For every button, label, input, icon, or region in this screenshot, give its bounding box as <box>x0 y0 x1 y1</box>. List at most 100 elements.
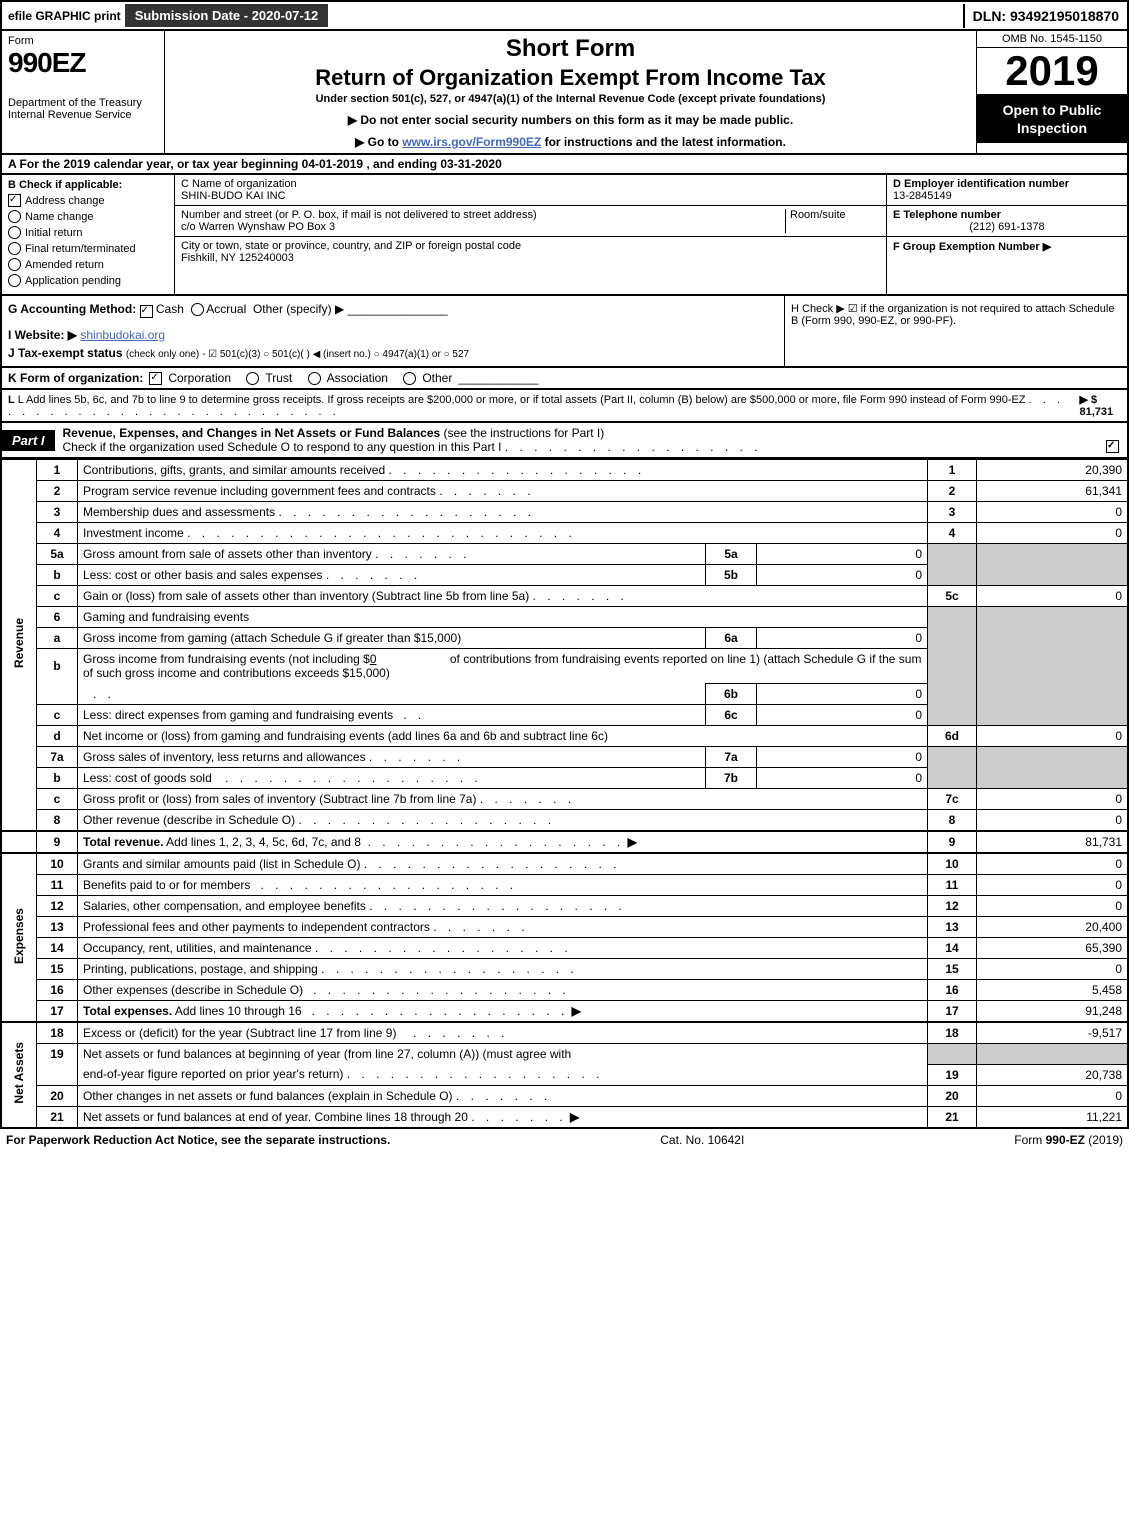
grey-cell <box>977 544 1129 586</box>
total-val: 81,731 <box>977 831 1129 853</box>
total-val: 0 <box>977 726 1129 747</box>
line-desc: Other revenue (describe in Schedule O) .… <box>78 810 928 832</box>
line-4: 4 Investment income . . . . . . . . . . … <box>1 523 1128 544</box>
header-left: Form 990EZ Department of the Treasury In… <box>2 31 165 153</box>
line-desc: Total revenue. Add lines 1, 2, 3, 4, 5c,… <box>78 831 928 853</box>
corporation-checkbox-icon[interactable] <box>149 372 162 385</box>
line-desc: Contributions, gifts, grants, and simila… <box>78 460 928 481</box>
submission-date-button[interactable]: Submission Date - 2020-07-12 <box>125 4 329 27</box>
line-desc: Net income or (loss) from gaming and fun… <box>78 726 928 747</box>
total-val: 20,390 <box>977 460 1129 481</box>
accrual-radio-icon[interactable] <box>191 303 204 316</box>
line-desc: Excess or (deficit) for the year (Subtra… <box>78 1022 928 1044</box>
section-k-row: K Form of organization: Corporation Trus… <box>0 368 1129 390</box>
line-desc: Total expenses. Add lines 10 through 16 … <box>78 1001 928 1023</box>
total-num: 11 <box>928 875 977 896</box>
total-num: 8 <box>928 810 977 832</box>
short-form-title: Short Form <box>173 35 968 63</box>
section-b-label: B Check if applicable: <box>8 179 168 191</box>
sub-val: 0 <box>757 544 928 565</box>
line-12: 12 Salaries, other compensation, and emp… <box>1 896 1128 917</box>
line-7a: 7a Gross sales of inventory, less return… <box>1 747 1128 768</box>
goto-instruction: ▶ Go to www.irs.gov/Form990EZ for instru… <box>173 135 968 149</box>
line-8: 8 Other revenue (describe in Schedule O)… <box>1 810 1128 832</box>
sub-num: 6a <box>706 628 757 649</box>
check-label: Final return/terminated <box>25 243 136 255</box>
city-label: City or town, state or province, country… <box>181 240 880 252</box>
line-6: 6 Gaming and fundraising events <box>1 607 1128 628</box>
total-val: 0 <box>977 875 1129 896</box>
efile-print-label[interactable]: efile GRAPHIC print <box>8 9 121 23</box>
check-address-change[interactable]: Address change <box>8 194 168 207</box>
sub-num: 7a <box>706 747 757 768</box>
line-17: 17 Total expenses. Add lines 10 through … <box>1 1001 1128 1023</box>
radio-icon <box>8 242 21 255</box>
tax-exempt-row: J Tax-exempt status (check only one) - ☑… <box>8 346 778 360</box>
line-desc: Net assets or fund balances at end of ye… <box>78 1106 928 1128</box>
netassets-rotated-label: Net Assets <box>1 1022 37 1128</box>
trust-radio-icon[interactable] <box>246 372 259 385</box>
line-num: a <box>37 628 78 649</box>
line-9: 9 Total revenue. Add lines 1, 2, 3, 4, 5… <box>1 831 1128 853</box>
topbar-left: efile GRAPHIC print Submission Date - 20… <box>2 2 334 29</box>
lines-table: Revenue 1 Contributions, gifts, grants, … <box>0 459 1129 1129</box>
line-1: Revenue 1 Contributions, gifts, grants, … <box>1 460 1128 481</box>
total-num: 5c <box>928 586 977 607</box>
line-desc: Membership dues and assessments . . . . … <box>78 502 928 523</box>
total-num: 21 <box>928 1106 977 1128</box>
line-num: 20 <box>37 1085 78 1106</box>
section-l-text: L Add lines 5b, 6c, and 7b to line 9 to … <box>18 394 1026 406</box>
website-link[interactable]: shinbudokai.org <box>80 328 165 342</box>
line-19: end-of-year figure reported on prior yea… <box>1 1064 1128 1085</box>
fundraising-amount: 0 <box>370 652 377 666</box>
check-final-return[interactable]: Final return/terminated <box>8 242 168 255</box>
room-suite-label: Room/suite <box>785 209 880 233</box>
total-val: 0 <box>977 853 1129 875</box>
header-center: Short Form Return of Organization Exempt… <box>165 31 976 153</box>
line-21: 21 Net assets or fund balances at end of… <box>1 1106 1128 1128</box>
line-desc: Less: cost or other basis and sales expe… <box>78 565 706 586</box>
total-num: 13 <box>928 917 977 938</box>
sub-val: 0 <box>757 565 928 586</box>
ein-value: 13-2845149 <box>893 190 1121 202</box>
section-c-org: C Name of organization SHIN-BUDO KAI INC… <box>175 175 886 294</box>
check-application-pending[interactable]: Application pending <box>8 274 168 287</box>
corporation-label: Corporation <box>168 371 231 385</box>
sub-val: 0 <box>757 768 928 789</box>
check-name-change[interactable]: Name change <box>8 210 168 223</box>
check-label: Amended return <box>25 259 104 271</box>
line-desc: Program service revenue including govern… <box>78 481 928 502</box>
grey-cell <box>928 544 977 586</box>
total-val: 0 <box>977 502 1129 523</box>
section-g-i-j: G Accounting Method: Cash Accrual Other … <box>2 296 784 366</box>
line-desc: Gross profit or (loss) from sales of inv… <box>78 789 928 810</box>
page-footer: For Paperwork Reduction Act Notice, see … <box>0 1129 1129 1151</box>
total-num: 1 <box>928 460 977 481</box>
website-row: I Website: ▶ shinbudokai.org <box>8 328 778 342</box>
other-label: Other <box>422 371 452 385</box>
total-num: 6d <box>928 726 977 747</box>
sub-val: 0 <box>757 628 928 649</box>
trust-label: Trust <box>265 371 292 385</box>
other-radio-icon[interactable] <box>403 372 416 385</box>
total-num: 20 <box>928 1085 977 1106</box>
check-label: Initial return <box>25 227 82 239</box>
association-radio-icon[interactable] <box>308 372 321 385</box>
check-amended-return[interactable]: Amended return <box>8 258 168 271</box>
address-row: Number and street (or P. O. box, if mail… <box>175 206 886 237</box>
line-num: 17 <box>37 1001 78 1023</box>
line-num: 18 <box>37 1022 78 1044</box>
schedule-b-text: H Check ▶ ☑ if the organization is not r… <box>791 303 1114 327</box>
line-num: 13 <box>37 917 78 938</box>
sub-num: 6c <box>706 705 757 726</box>
irs-link[interactable]: www.irs.gov/Form990EZ <box>402 135 541 149</box>
line-desc: Salaries, other compensation, and employ… <box>78 896 928 917</box>
total-num: 2 <box>928 481 977 502</box>
address-label: Number and street (or P. O. box, if mail… <box>181 209 785 221</box>
total-num: 10 <box>928 853 977 875</box>
schedule-o-checkbox-icon[interactable] <box>1106 440 1119 453</box>
cash-checkbox-icon[interactable] <box>140 305 153 318</box>
total-val: 20,738 <box>977 1064 1129 1085</box>
form-header: Form 990EZ Department of the Treasury In… <box>0 29 1129 155</box>
check-initial-return[interactable]: Initial return <box>8 226 168 239</box>
